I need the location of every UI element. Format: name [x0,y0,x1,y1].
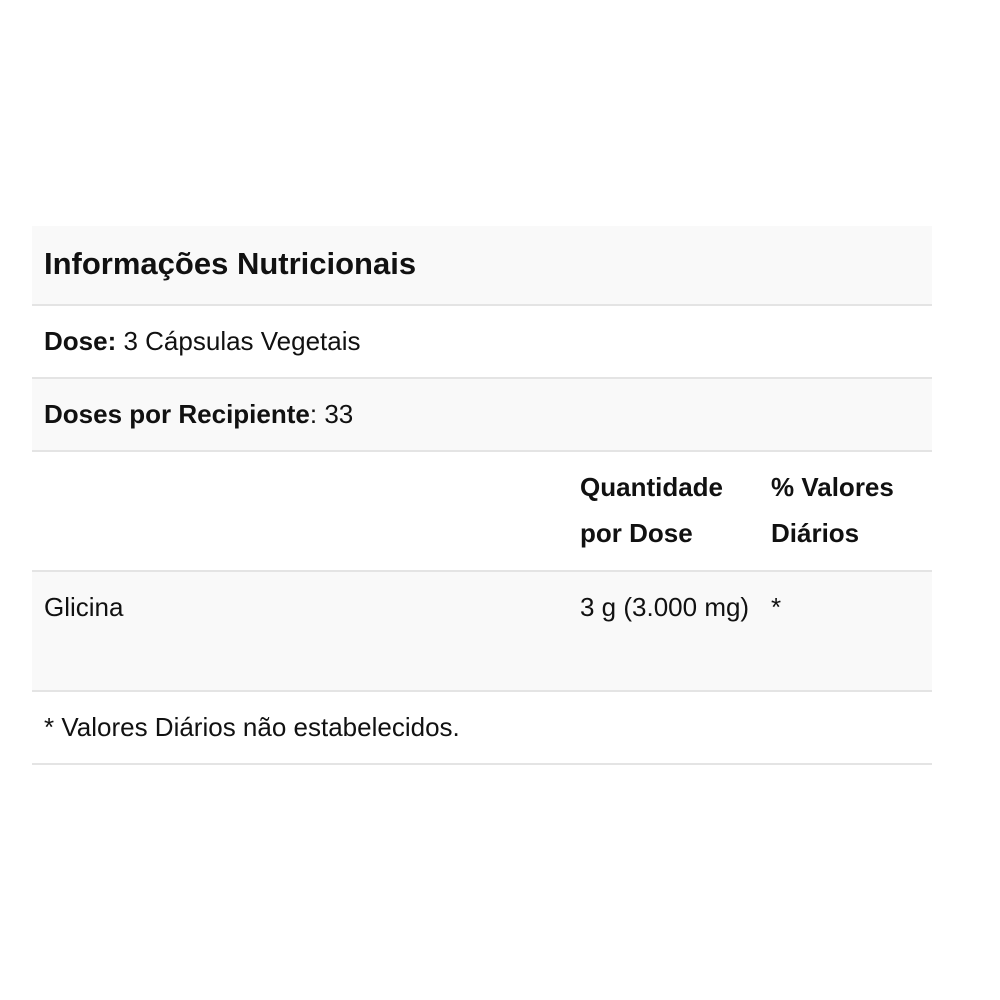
column-header-daily-value: % Valores Diários [771,472,894,548]
table-title: Informações Nutricionais [32,226,932,306]
nutrition-facts-table: Informações Nutricionais Dose: 3 Cápsula… [32,226,932,765]
servings-label: Doses por Recipiente [44,399,310,429]
nutrient-daily-value: * [771,592,782,622]
servings-colon: : [309,399,318,429]
nutrient-name: Glicina [44,592,124,622]
serving-size-label: Dose: [44,326,117,356]
column-header-amount: Quantidade por Dose [580,472,724,548]
column-header-row: Quantidade por Dose % Valores Diários [32,452,932,572]
servings-per-container-row: Doses por Recipiente: 33 [32,379,932,452]
serving-size-row: Dose: 3 Cápsulas Vegetais [32,306,932,379]
servings-value: 33 [317,399,354,429]
footnote: * Valores Diários não estabelecidos. [32,692,932,765]
table-row: Glicina 3 g (3.000 mg) * [32,572,932,692]
nutrient-amount: 3 g (3.000 mg) [580,592,750,622]
serving-size-value: 3 Cápsulas Vegetais [116,326,361,356]
